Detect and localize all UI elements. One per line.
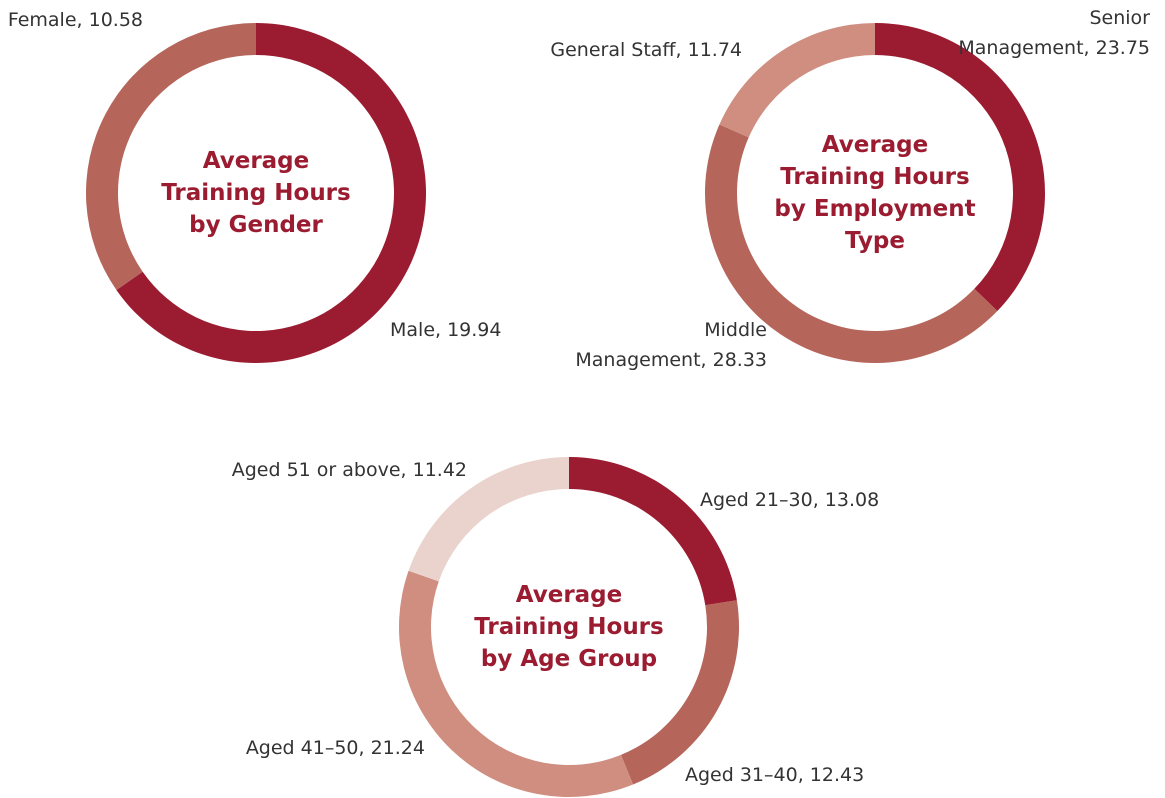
data-label: General Staff, 11.74 xyxy=(550,39,742,61)
data-label: Middle Management, 28.33 xyxy=(575,319,767,371)
donut-segment: Middle Management xyxy=(705,124,998,364)
data-label: Aged 31–40, 12.43 xyxy=(685,764,864,786)
donut-segment: Aged 41–50 xyxy=(399,570,634,798)
chart-title: Average Training Hours by Age Group xyxy=(474,582,663,672)
chart-title: Average Training Hours by Employment Type xyxy=(774,132,975,254)
data-label: Senior Management, 23.75 xyxy=(958,7,1150,59)
donut-segment: General Staff xyxy=(719,23,875,138)
data-label: Aged 21–30, 13.08 xyxy=(700,489,879,511)
donut-segment: Aged 21–30 xyxy=(569,457,737,606)
donut-segment: Aged 51 or above xyxy=(408,457,569,582)
data-label: Aged 41–50, 21.24 xyxy=(246,737,425,759)
donut-segment: Female xyxy=(85,23,256,291)
data-label: Female, 10.58 xyxy=(8,9,143,31)
donut-segment: Aged 31–40 xyxy=(620,600,740,785)
data-label: Aged 51 or above, 11.42 xyxy=(232,459,467,481)
donut-segment: Senior Management xyxy=(875,23,1045,312)
chart-title: Average Training Hours by Gender xyxy=(161,148,350,238)
data-label: Male, 19.94 xyxy=(390,319,501,341)
